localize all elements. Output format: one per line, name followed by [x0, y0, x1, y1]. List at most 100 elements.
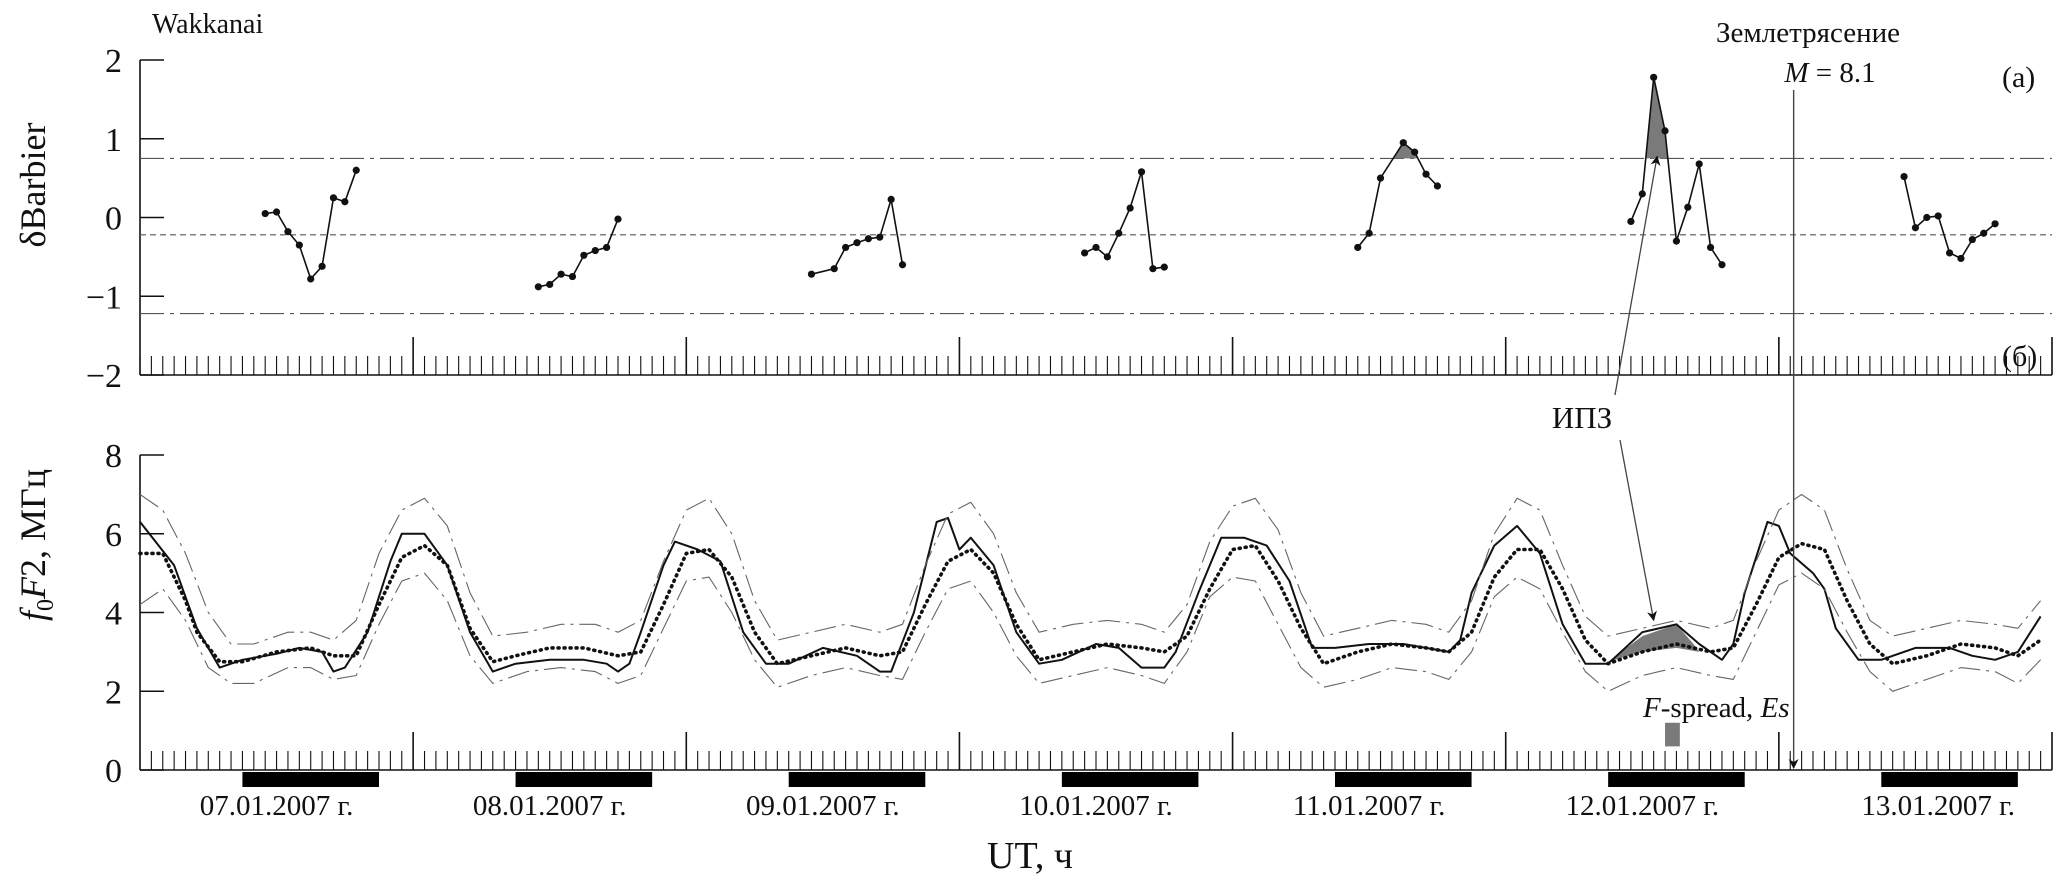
night-bar	[242, 772, 379, 787]
panel-a-series-line	[1630, 77, 1723, 266]
panel-a-series-line	[1084, 171, 1165, 270]
night-bar	[1335, 772, 1472, 787]
panel-a-data-point	[1923, 213, 1931, 222]
panel-a-label: (а)	[2002, 61, 2035, 94]
panel-a-ytick-label: −2	[86, 358, 122, 395]
panel-b-lower-bound-line	[139, 572, 2041, 692]
panel-a-data-point	[1115, 229, 1123, 237]
panel-a-data-point	[1433, 182, 1442, 190]
panel-a-data-point	[557, 270, 565, 278]
panel-a-data-point	[1103, 253, 1111, 261]
panel-a-data-point	[807, 270, 816, 278]
panel-b-upper-bound-line	[139, 493, 2042, 645]
ipz-label: ИПЗ	[1552, 400, 1612, 435]
panel-a-data-point	[1900, 172, 1908, 181]
night-bar	[1608, 772, 1745, 787]
panel-a-data-point	[568, 272, 577, 281]
panel-a-data-point	[580, 251, 588, 259]
panel-a-data-point	[1945, 249, 1954, 257]
panel-a-data-point	[341, 198, 349, 206]
panel-a-data-point	[1968, 235, 1976, 244]
panel-b-ytick-label: 6	[105, 517, 122, 554]
panel-a-data-point	[887, 195, 895, 203]
plot-area: 2 1 0 −1 −2 8 6 4 2 0 07.01.2007 г. 08.01.2007 г. 09…	[86, 43, 2053, 822]
x-axis-title: UT, ч	[987, 835, 1073, 877]
panel-b-ytick-label: 4	[105, 596, 122, 633]
panel-a-anomaly-shade	[1645, 77, 1668, 159]
panel-a-data-point	[1650, 73, 1658, 81]
panel-a-data-point	[1706, 243, 1715, 252]
panel-a-data-point	[591, 246, 599, 255]
panel-a-data-point	[864, 235, 872, 243]
panel-a-data-point	[1627, 217, 1635, 226]
panel-a-data-point	[284, 228, 292, 236]
date-label: 10.01.2007 г.	[1019, 790, 1173, 822]
panel-a-data-point	[853, 239, 861, 247]
ipz-arrow-to-panel-a	[1614, 155, 1661, 396]
panel-a-data-point	[272, 208, 281, 216]
panel-a-data-point	[318, 262, 326, 270]
night-bar	[1061, 772, 1199, 787]
fspread-es-bar	[1665, 722, 1680, 747]
panel-a-ytick-label: 1	[105, 122, 122, 159]
panel-a-data-point	[1149, 265, 1157, 273]
panel-b-anomaly-shade	[1608, 624, 1700, 662]
panel-a-anomaly-shade	[1393, 142, 1418, 159]
panel-a-ytick-label: −1	[86, 279, 122, 316]
panel-a-data-point	[1422, 170, 1430, 178]
ipz-arrow-to-panel-b	[1619, 439, 1657, 622]
panel-a-series-line	[265, 170, 357, 281]
panel-a-data-point	[1695, 160, 1703, 168]
panel-a-data-point	[830, 265, 838, 273]
panel-a-data-point	[876, 233, 884, 241]
panel-a-data-point	[1991, 220, 1999, 228]
panel-a-data-point	[1160, 263, 1168, 271]
panel-a-data-point	[842, 243, 850, 252]
panel-a-data-point	[1126, 204, 1134, 212]
panel-a-data-point	[261, 209, 269, 218]
panel-a-data-point	[329, 194, 338, 202]
panel-a-data-point	[1376, 174, 1385, 182]
panel-a-data-point	[1934, 212, 1942, 220]
panel-a-data-point	[1980, 229, 1988, 237]
panel-a-data-point	[603, 243, 611, 252]
date-label: 07.01.2007 г.	[200, 790, 354, 822]
panel-b-median-line	[138, 541, 2043, 666]
date-label: 13.01.2007 г.	[1861, 790, 2015, 822]
panel-a-data-point	[1672, 237, 1681, 245]
panel-a-data-point	[1092, 243, 1100, 252]
panel-a-data-point	[1137, 168, 1146, 176]
panel-a-series-line	[1903, 176, 1996, 260]
panel-a-data-point	[352, 166, 360, 174]
panel-a-series-line	[811, 199, 904, 275]
panel-a-data-point	[1354, 243, 1362, 252]
panel-a-data-point	[1399, 139, 1407, 147]
date-label: 11.01.2007 г.	[1293, 790, 1446, 822]
fspread-es-label: F-spread, Es	[1642, 692, 1790, 724]
panel-a-data-point	[898, 261, 907, 269]
panel-a-data-point	[1957, 254, 1965, 263]
panel-a-data-point	[307, 275, 315, 283]
earthquake-title: Землетрясение	[1716, 17, 1900, 49]
date-label: 09.01.2007 г.	[746, 790, 900, 822]
panel-a-data-point	[1081, 249, 1089, 257]
panel-a-series-line	[538, 218, 619, 288]
date-label: 12.01.2007 г.	[1565, 790, 1719, 822]
panel-a-ytick-label: 0	[105, 201, 122, 238]
panel-a-data-point	[546, 280, 554, 289]
panel-b-ytick-label: 8	[105, 438, 122, 475]
night-bar	[515, 772, 653, 787]
panel-b-ytick-label: 2	[105, 674, 122, 711]
station-label: Wakkanai	[152, 9, 263, 40]
panel-a-data-point	[1411, 148, 1419, 156]
panel-a-ylabel: δBarbier	[13, 123, 53, 248]
panel-b-ytick-label: 0	[105, 753, 122, 790]
panel-a-data-point	[1661, 127, 1669, 135]
panel-a-data-point	[534, 283, 542, 291]
panel-b-label: (б)	[2002, 340, 2037, 373]
panel-a-ytick-label: 2	[105, 43, 122, 80]
panel-a-data-point	[1911, 224, 1920, 232]
panel-a-data-point	[1638, 190, 1646, 198]
night-bar	[1881, 772, 2018, 787]
